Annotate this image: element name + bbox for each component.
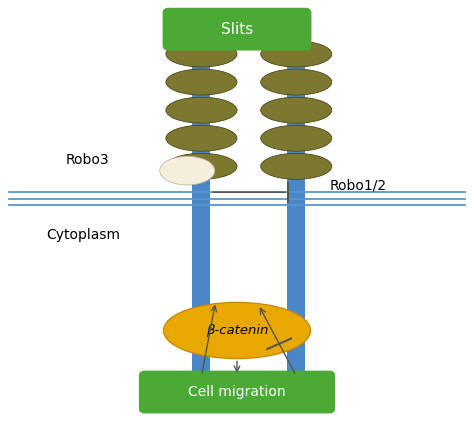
Ellipse shape [261, 69, 332, 95]
Text: Robo1/2: Robo1/2 [329, 179, 386, 193]
Text: Slits: Slits [221, 22, 253, 37]
Bar [192, 11, 210, 376]
Ellipse shape [166, 153, 237, 179]
Ellipse shape [166, 41, 237, 67]
Ellipse shape [261, 125, 332, 151]
FancyBboxPatch shape [139, 371, 335, 413]
Ellipse shape [261, 97, 332, 123]
FancyBboxPatch shape [163, 8, 311, 51]
Ellipse shape [166, 69, 237, 95]
Ellipse shape [261, 153, 332, 179]
Bar [287, 11, 305, 376]
Ellipse shape [166, 125, 237, 151]
Text: Cytoplasm: Cytoplasm [46, 229, 120, 242]
Text: Robo3: Robo3 [66, 153, 109, 167]
Ellipse shape [160, 156, 215, 185]
Text: β-catenin: β-catenin [206, 324, 268, 337]
Ellipse shape [164, 302, 310, 359]
Ellipse shape [166, 97, 237, 123]
Text: Cell migration: Cell migration [188, 385, 286, 399]
Ellipse shape [261, 41, 332, 67]
